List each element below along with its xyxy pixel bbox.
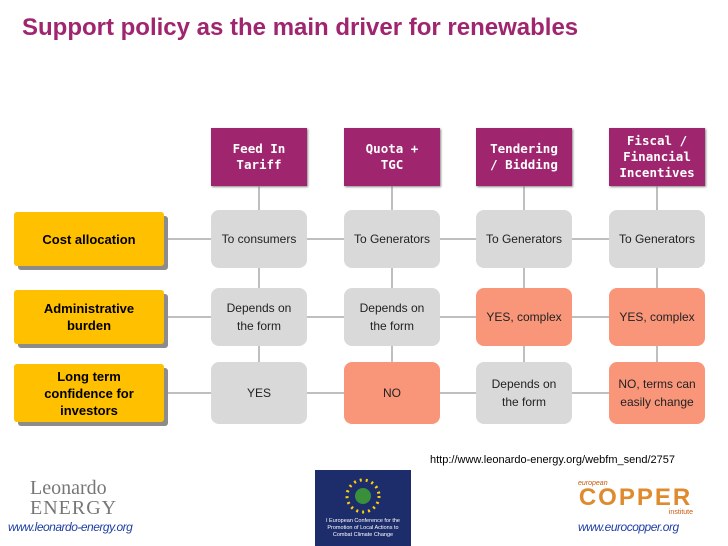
column-header: Fiscal / Financial Incentives bbox=[609, 128, 705, 186]
logo-text: european bbox=[578, 480, 608, 487]
row-label: Cost allocation bbox=[14, 212, 164, 266]
table-cell: YES bbox=[211, 362, 307, 424]
table-cell: Depends on the form bbox=[476, 362, 572, 424]
table-cell: To consumers bbox=[211, 210, 307, 268]
column-header: Feed In Tariff bbox=[211, 128, 307, 186]
right-url: www.eurocopper.org bbox=[578, 520, 679, 534]
row-label: Administrative burden bbox=[14, 290, 164, 344]
table-cell: YES, complex bbox=[609, 288, 705, 346]
logo-text: Leonardo bbox=[30, 477, 107, 499]
table-cell: Depends on the form bbox=[344, 288, 440, 346]
table-cell: Depends on the form bbox=[211, 288, 307, 346]
column-header: Quota + TGC bbox=[344, 128, 440, 186]
table-cell: NO bbox=[344, 362, 440, 424]
table-cell: To Generators bbox=[344, 210, 440, 268]
row-label: Long term confidence for investors bbox=[14, 364, 164, 422]
logo-text: I European Conference for the Promotion … bbox=[326, 518, 400, 538]
table-cell: NO, terms can easily change bbox=[609, 362, 705, 424]
logo-text: ENERGY bbox=[30, 497, 118, 519]
table-cell: To Generators bbox=[609, 210, 705, 268]
column-header: Tendering / Bidding bbox=[476, 128, 572, 186]
logo-text: COPPER bbox=[578, 484, 693, 511]
copper-logo: european COPPER institute bbox=[578, 480, 693, 516]
logo-text: institute bbox=[668, 509, 693, 516]
slide-title: Support policy as the main driver for re… bbox=[22, 14, 579, 41]
table-cell: YES, complex bbox=[476, 288, 572, 346]
left-url: www.leonardo-energy.org bbox=[8, 520, 133, 534]
conference-logo: I European Conference for the Promotion … bbox=[315, 470, 411, 546]
source-url: http://www.leonardo-energy.org/webfm_sen… bbox=[430, 454, 675, 466]
leonardo-logo: Leonardo ENERGY bbox=[30, 478, 117, 518]
logo-emblem bbox=[345, 478, 381, 514]
table-cell: To Generators bbox=[476, 210, 572, 268]
